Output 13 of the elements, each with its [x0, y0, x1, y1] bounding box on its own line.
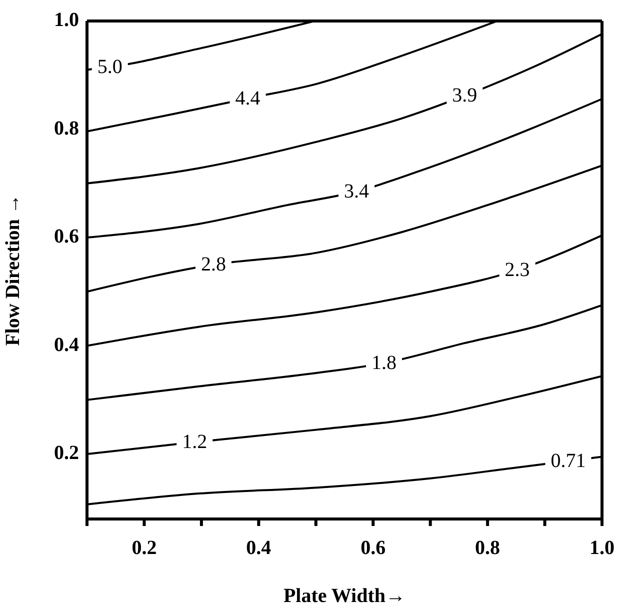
x-tick-label: 0.6 [360, 537, 386, 560]
y-axis-title: Flow Direction → [2, 194, 24, 346]
x-axis-title: Plate Width→ [283, 585, 406, 607]
y-tick-label: 0.2 [54, 442, 79, 464]
x-tick-label: 0.8 [475, 537, 500, 560]
x-tick-label: 0.2 [132, 537, 157, 560]
x-tick-label: 1.0 [590, 537, 614, 560]
x-tick-label: 0.4 [246, 537, 272, 560]
y-tick-label: 0.8 [54, 117, 79, 140]
y-tick-label: 0.6 [54, 226, 79, 248]
y-tick-label: 1.0 [54, 9, 79, 32]
annotation: 0.71 [550, 450, 586, 472]
y-tick-label: 0.4 [54, 334, 79, 356]
